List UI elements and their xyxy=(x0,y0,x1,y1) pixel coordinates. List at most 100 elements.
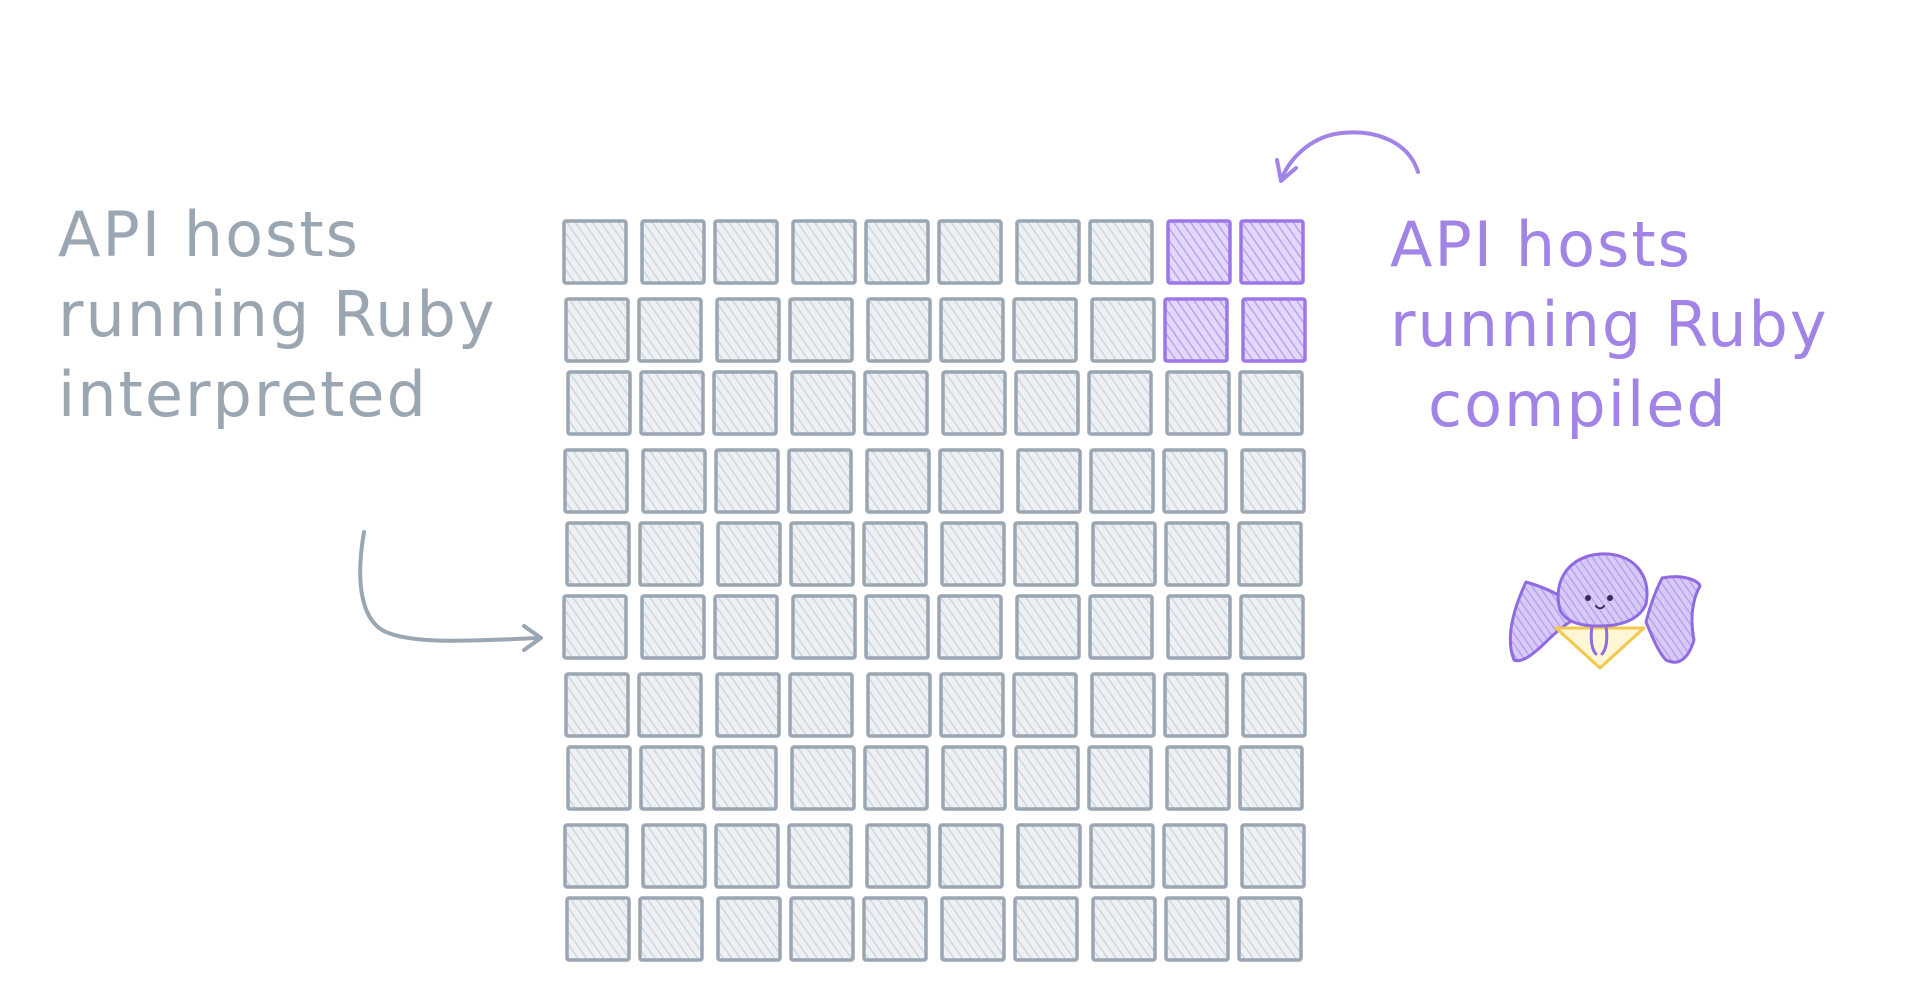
interpreted-host-square xyxy=(1165,745,1231,811)
interpreted-host-square xyxy=(562,219,628,285)
interpreted-host-square xyxy=(1237,896,1303,962)
interpreted-host-square xyxy=(790,745,856,811)
interpreted-host-square xyxy=(863,745,929,811)
interpreted-host-square xyxy=(565,521,631,587)
interpreted-host-square xyxy=(1012,297,1078,363)
compiled-host-square xyxy=(1163,297,1229,363)
interpreted-host-square xyxy=(1162,823,1228,889)
interpreted-host-square xyxy=(937,594,1003,660)
interpreted-host-square xyxy=(640,219,706,285)
interpreted-hosts-label: API hosts running Ruby interpreted xyxy=(58,195,497,435)
interpreted-host-square xyxy=(640,594,706,660)
interpreted-label-line: interpreted xyxy=(58,358,428,431)
interpreted-host-square xyxy=(787,823,853,889)
interpreted-host-square xyxy=(638,521,704,587)
interpreted-host-square xyxy=(1238,745,1304,811)
interpreted-host-square xyxy=(1164,896,1230,962)
interpreted-host-square xyxy=(1239,594,1305,660)
interpreted-host-square xyxy=(562,594,628,660)
host-grid xyxy=(562,219,1307,962)
interpreted-host-square xyxy=(1166,594,1232,660)
interpreted-host-square xyxy=(1087,370,1153,436)
interpreted-host-square xyxy=(1012,672,1078,738)
interpreted-host-square xyxy=(864,594,930,660)
interpreted-host-square xyxy=(1240,448,1306,514)
interpreted-host-square xyxy=(1013,521,1079,587)
interpreted-host-square xyxy=(1014,370,1080,436)
interpreted-host-square xyxy=(865,823,931,889)
compiled-hosts-label: API hosts running Ruby compiled xyxy=(1390,205,1829,445)
interpreted-host-square xyxy=(938,823,1004,889)
interpreted-host-square xyxy=(638,896,704,962)
interpreted-host-square xyxy=(714,448,780,514)
compiled-host-square xyxy=(1241,297,1307,363)
interpreted-host-square xyxy=(789,896,855,962)
interpreted-host-square xyxy=(563,448,629,514)
compiled-label-line: API hosts xyxy=(1390,208,1692,281)
interpreted-host-square xyxy=(1089,823,1155,889)
interpreted-host-square xyxy=(1237,521,1303,587)
interpreted-host-square xyxy=(940,521,1006,587)
interpreted-host-square xyxy=(1087,745,1153,811)
interpreted-host-square xyxy=(862,896,928,962)
interpreted-label-line: running Ruby xyxy=(58,278,497,351)
compiled-label-line: running Ruby xyxy=(1390,288,1829,361)
interpreted-host-square xyxy=(1013,896,1079,962)
interpreted-host-square xyxy=(1091,521,1157,587)
curved-arrow-icon xyxy=(358,530,543,652)
interpreted-host-square xyxy=(866,297,932,363)
interpreted-host-square xyxy=(1241,672,1307,738)
interpreted-host-square xyxy=(1089,448,1155,514)
interpreted-host-square xyxy=(787,448,853,514)
interpreted-host-square xyxy=(639,370,705,436)
interpreted-host-square xyxy=(715,297,781,363)
interpreted-label-line: API hosts xyxy=(58,198,360,271)
interpreted-host-square xyxy=(863,370,929,436)
interpreted-host-square xyxy=(864,219,930,285)
interpreted-host-square xyxy=(714,823,780,889)
interpreted-host-square xyxy=(566,370,632,436)
interpreted-host-square xyxy=(564,672,630,738)
interpreted-host-square xyxy=(1162,448,1228,514)
interpreted-host-square xyxy=(716,896,782,962)
interpreted-host-square xyxy=(790,370,856,436)
interpreted-host-square xyxy=(712,370,778,436)
interpreted-host-square xyxy=(940,896,1006,962)
interpreted-host-square xyxy=(1016,448,1082,514)
mascot-icon xyxy=(1508,552,1702,670)
curved-arrow-icon xyxy=(1275,130,1420,183)
interpreted-host-square xyxy=(1090,297,1156,363)
interpreted-host-square xyxy=(788,672,854,738)
interpreted-host-square xyxy=(566,745,632,811)
interpreted-host-square xyxy=(713,219,779,285)
interpreted-host-square xyxy=(712,745,778,811)
interpreted-host-square xyxy=(1238,370,1304,436)
interpreted-host-square xyxy=(637,672,703,738)
interpreted-host-square xyxy=(866,672,932,738)
interpreted-host-square xyxy=(641,823,707,889)
interpreted-host-square xyxy=(1090,672,1156,738)
interpreted-host-square xyxy=(941,745,1007,811)
interpreted-host-square xyxy=(564,297,630,363)
interpreted-host-square xyxy=(715,672,781,738)
interpreted-host-square xyxy=(563,823,629,889)
interpreted-host-square xyxy=(941,370,1007,436)
interpreted-host-square xyxy=(1088,594,1154,660)
interpreted-host-square xyxy=(637,297,703,363)
interpreted-host-square xyxy=(939,672,1005,738)
interpreted-host-square xyxy=(1240,823,1306,889)
interpreted-host-square xyxy=(1091,896,1157,962)
interpreted-host-square xyxy=(641,448,707,514)
interpreted-host-square xyxy=(938,448,1004,514)
interpreted-host-square xyxy=(1016,823,1082,889)
interpreted-host-square xyxy=(789,521,855,587)
interpreted-host-square xyxy=(1015,219,1081,285)
compiled-host-square xyxy=(1239,219,1305,285)
interpreted-host-square xyxy=(713,594,779,660)
interpreted-host-square xyxy=(937,219,1003,285)
interpreted-host-square xyxy=(1164,521,1230,587)
interpreted-host-square xyxy=(862,521,928,587)
interpreted-host-square xyxy=(1015,594,1081,660)
interpreted-host-square xyxy=(788,297,854,363)
